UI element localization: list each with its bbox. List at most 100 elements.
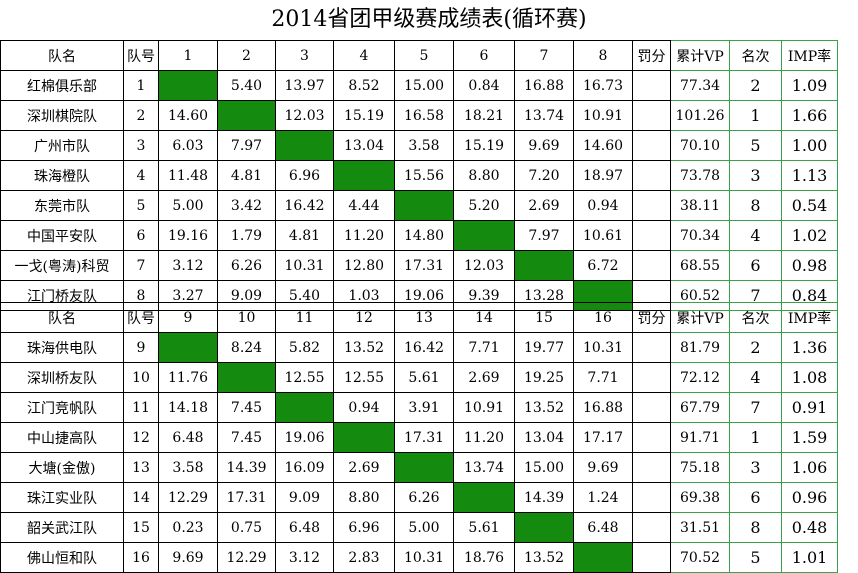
- header-opponent-col[interactable]: 13: [394, 302, 454, 333]
- team-no-cell[interactable]: 11: [123, 392, 159, 423]
- self-match-cell[interactable]: [333, 160, 395, 191]
- score-cell[interactable]: 11.20: [453, 422, 515, 453]
- penalty-cell[interactable]: [632, 422, 671, 453]
- rank-cell[interactable]: 1: [729, 422, 782, 453]
- score-cell[interactable]: 0.94: [333, 392, 395, 423]
- header-team[interactable]: 队名: [0, 302, 124, 333]
- score-cell[interactable]: 13.52: [514, 392, 574, 423]
- self-match-cell[interactable]: [158, 332, 218, 363]
- imp-cell[interactable]: 1.36: [781, 332, 838, 363]
- team-name-cell[interactable]: 珠江实业队: [0, 482, 124, 513]
- score-cell[interactable]: 14.18: [158, 392, 218, 423]
- score-cell[interactable]: 4.44: [333, 190, 395, 221]
- score-cell[interactable]: 0.84: [453, 70, 515, 101]
- score-cell[interactable]: 7.45: [217, 392, 276, 423]
- vp-cell[interactable]: 72.12: [670, 362, 730, 393]
- score-cell[interactable]: 16.73: [573, 70, 633, 101]
- score-cell[interactable]: 5.40: [217, 70, 276, 101]
- score-cell[interactable]: 12.03: [275, 100, 334, 131]
- score-cell[interactable]: 10.31: [394, 542, 454, 573]
- self-match-cell[interactable]: [573, 542, 633, 573]
- team-name-cell[interactable]: 中国平安队: [0, 220, 124, 251]
- score-cell[interactable]: 1.79: [217, 220, 276, 251]
- rank-cell[interactable]: 2: [729, 70, 782, 101]
- penalty-cell[interactable]: [632, 160, 671, 191]
- imp-cell[interactable]: 1.01: [781, 542, 838, 573]
- score-cell[interactable]: 0.94: [573, 190, 633, 221]
- score-cell[interactable]: 19.77: [514, 332, 574, 363]
- score-cell[interactable]: 13.97: [275, 70, 334, 101]
- penalty-cell[interactable]: [632, 392, 671, 423]
- penalty-cell[interactable]: [632, 130, 671, 161]
- rank-cell[interactable]: 4: [729, 362, 782, 393]
- rank-cell[interactable]: 4: [729, 220, 782, 251]
- header-opponent-col[interactable]: 4: [333, 40, 395, 71]
- score-cell[interactable]: 6.96: [275, 160, 334, 191]
- score-cell[interactable]: 3.58: [158, 452, 218, 483]
- penalty-cell[interactable]: [632, 190, 671, 221]
- rank-cell[interactable]: 2: [729, 332, 782, 363]
- score-cell[interactable]: 9.69: [573, 452, 633, 483]
- score-cell[interactable]: 3.12: [275, 542, 334, 573]
- vp-cell[interactable]: 70.52: [670, 542, 730, 573]
- score-cell[interactable]: 10.31: [275, 250, 334, 281]
- score-cell[interactable]: 13.74: [453, 452, 515, 483]
- score-cell[interactable]: 1.24: [573, 482, 633, 513]
- header-opponent-col[interactable]: 2: [217, 40, 276, 71]
- vp-cell[interactable]: 70.34: [670, 220, 730, 251]
- score-cell[interactable]: 16.88: [514, 70, 574, 101]
- team-name-cell[interactable]: 红棉俱乐部: [0, 70, 124, 101]
- score-cell[interactable]: 12.29: [158, 482, 218, 513]
- team-no-cell[interactable]: 16: [123, 542, 159, 573]
- score-cell[interactable]: 18.76: [453, 542, 515, 573]
- team-no-cell[interactable]: 3: [123, 130, 159, 161]
- score-cell[interactable]: 6.72: [573, 250, 633, 281]
- score-cell[interactable]: 7.97: [217, 130, 276, 161]
- score-cell[interactable]: 17.31: [394, 422, 454, 453]
- score-cell[interactable]: 13.04: [514, 422, 574, 453]
- team-no-cell[interactable]: 15: [123, 512, 159, 543]
- score-cell[interactable]: 3.58: [394, 130, 454, 161]
- team-name-cell[interactable]: 韶关武江队: [0, 512, 124, 543]
- penalty-cell[interactable]: [632, 332, 671, 363]
- team-name-cell[interactable]: 大塘(金傲): [0, 452, 124, 483]
- team-name-cell[interactable]: 广州市队: [0, 130, 124, 161]
- header-opponent-col[interactable]: 15: [514, 302, 574, 333]
- team-no-cell[interactable]: 7: [123, 250, 159, 281]
- score-cell[interactable]: 5.61: [453, 512, 515, 543]
- imp-cell[interactable]: 1.02: [781, 220, 838, 251]
- score-cell[interactable]: 10.31: [573, 332, 633, 363]
- imp-cell[interactable]: 0.96: [781, 482, 838, 513]
- vp-cell[interactable]: 67.79: [670, 392, 730, 423]
- score-cell[interactable]: 14.80: [394, 220, 454, 251]
- imp-cell[interactable]: 1.06: [781, 452, 838, 483]
- self-match-cell[interactable]: [514, 512, 574, 543]
- score-cell[interactable]: 3.12: [158, 250, 218, 281]
- score-cell[interactable]: 13.52: [333, 332, 395, 363]
- imp-cell[interactable]: 1.13: [781, 160, 838, 191]
- score-cell[interactable]: 7.71: [453, 332, 515, 363]
- score-cell[interactable]: 16.88: [573, 392, 633, 423]
- score-cell[interactable]: 16.58: [394, 100, 454, 131]
- score-cell[interactable]: 15.56: [394, 160, 454, 191]
- score-cell[interactable]: 15.00: [394, 70, 454, 101]
- imp-cell[interactable]: 0.48: [781, 512, 838, 543]
- header-opponent-col[interactable]: 1: [158, 40, 218, 71]
- score-cell[interactable]: 7.97: [514, 220, 574, 251]
- score-cell[interactable]: 0.23: [158, 512, 218, 543]
- score-cell[interactable]: 12.55: [333, 362, 395, 393]
- score-cell[interactable]: 18.21: [453, 100, 515, 131]
- team-name-cell[interactable]: 东莞市队: [0, 190, 124, 221]
- score-cell[interactable]: 15.19: [333, 100, 395, 131]
- team-no-cell[interactable]: 4: [123, 160, 159, 191]
- score-cell[interactable]: 10.91: [573, 100, 633, 131]
- score-cell[interactable]: 5.00: [158, 190, 218, 221]
- imp-cell[interactable]: 0.91: [781, 392, 838, 423]
- header-penalty[interactable]: 罚分: [632, 302, 671, 333]
- self-match-cell[interactable]: [394, 452, 454, 483]
- imp-cell[interactable]: 0.54: [781, 190, 838, 221]
- score-cell[interactable]: 5.00: [394, 512, 454, 543]
- score-cell[interactable]: 14.60: [573, 130, 633, 161]
- header-opponent-col[interactable]: 5: [394, 40, 454, 71]
- score-cell[interactable]: 13.52: [514, 542, 574, 573]
